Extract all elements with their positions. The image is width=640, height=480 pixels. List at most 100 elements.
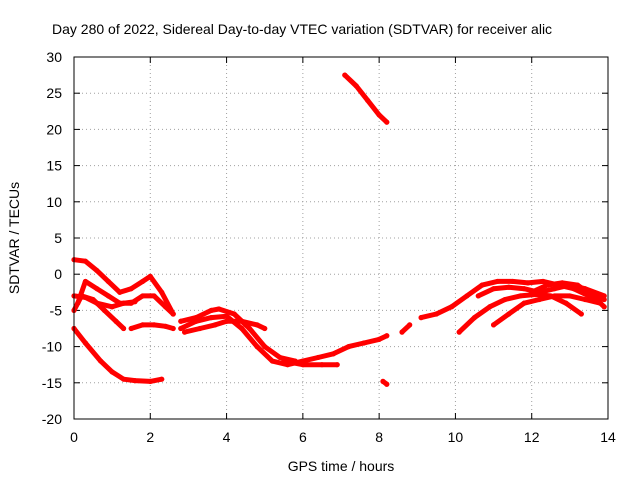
data-point: [120, 376, 127, 382]
data-point: [239, 325, 245, 332]
data-point: [384, 381, 390, 387]
data-point: [193, 315, 199, 321]
data-point: [140, 278, 146, 285]
data-point: [563, 300, 569, 306]
data-point: [162, 323, 169, 329]
data-point: [490, 322, 497, 328]
data-point: [319, 362, 325, 368]
data-point: [346, 344, 352, 350]
data-point: [98, 358, 104, 364]
data-point: [254, 322, 260, 328]
data-point: [109, 369, 115, 375]
data-point: [300, 362, 306, 368]
data-point: [90, 296, 96, 303]
y-tick-label: 15: [46, 158, 62, 174]
data-point: [315, 354, 321, 361]
data-point: [449, 304, 455, 310]
data-point: [384, 333, 390, 339]
x-tick-label: 0: [70, 429, 78, 445]
data-point: [590, 293, 596, 299]
data-point: [334, 362, 340, 368]
data-point: [120, 325, 127, 332]
data-point: [159, 376, 165, 382]
data-point: [536, 296, 542, 303]
plot-frame: [73, 56, 609, 420]
data-point: [109, 304, 115, 310]
data-point: [353, 83, 359, 89]
data-point: [399, 329, 405, 335]
data-series: [71, 72, 607, 387]
data-point: [140, 293, 146, 299]
y-tick-label: -15: [42, 375, 62, 391]
data-point: [525, 280, 531, 286]
data-point: [113, 318, 119, 324]
data-point: [178, 325, 184, 332]
series-track-16: [491, 293, 603, 328]
data-point: [147, 378, 153, 384]
data-point: [254, 344, 260, 350]
data-point: [380, 378, 386, 384]
data-point: [578, 311, 584, 317]
data-point: [140, 322, 146, 328]
data-point: [510, 278, 516, 285]
data-point: [502, 296, 508, 303]
data-point: [212, 322, 218, 328]
x-tick-label: 4: [223, 429, 231, 445]
data-point: [151, 293, 157, 299]
y-tick-label: -20: [42, 411, 62, 427]
data-point: [552, 293, 558, 299]
data-point: [178, 318, 184, 324]
series-track-5: [75, 278, 176, 317]
data-point: [506, 284, 512, 290]
data-point: [330, 351, 336, 357]
data-point: [407, 322, 413, 328]
data-point: [376, 336, 382, 342]
data-point: [182, 329, 188, 335]
data-point: [281, 358, 287, 364]
data-point: [277, 354, 283, 361]
data-point: [601, 296, 607, 303]
data-point: [151, 322, 157, 328]
x-tick-label: 6: [299, 429, 307, 445]
data-point: [262, 344, 268, 350]
data-point: [601, 304, 607, 310]
data-point: [231, 311, 237, 317]
data-point: [197, 325, 203, 332]
y-tick-label: -10: [42, 339, 62, 355]
data-point: [361, 340, 367, 346]
data-point: [128, 325, 134, 332]
data-point: [82, 340, 89, 346]
x-tick-label: 2: [146, 429, 154, 445]
data-point: [471, 315, 478, 321]
y-tick-label: 10: [46, 194, 62, 210]
data-point: [262, 325, 268, 332]
data-point: [567, 293, 573, 299]
y-tick-label: 25: [46, 85, 62, 101]
y-tick-label: 0: [54, 266, 62, 282]
grid: [74, 57, 608, 419]
data-point: [162, 304, 169, 310]
data-point: [105, 278, 111, 285]
x-axis-label: GPS time / hours: [288, 458, 395, 474]
x-tick-label: 10: [448, 429, 464, 445]
data-point: [117, 300, 123, 306]
chart-title: Day 280 of 2022, Sidereal Day-to-day VTE…: [52, 21, 552, 37]
data-point: [82, 258, 89, 264]
data-point: [342, 72, 348, 78]
y-tick-label: 30: [46, 49, 62, 65]
data-point: [506, 311, 512, 317]
data-point: [552, 286, 558, 292]
data-point: [216, 306, 222, 312]
data-point: [170, 325, 176, 332]
data-point: [117, 289, 123, 295]
data-point: [376, 112, 382, 118]
data-point: [529, 289, 535, 295]
data-point: [365, 97, 371, 104]
data-point: [456, 329, 462, 335]
data-point: [170, 311, 176, 317]
data-point: [540, 278, 546, 285]
series-track-10: [281, 358, 340, 368]
data-point: [601, 293, 607, 299]
data-point: [223, 313, 230, 319]
